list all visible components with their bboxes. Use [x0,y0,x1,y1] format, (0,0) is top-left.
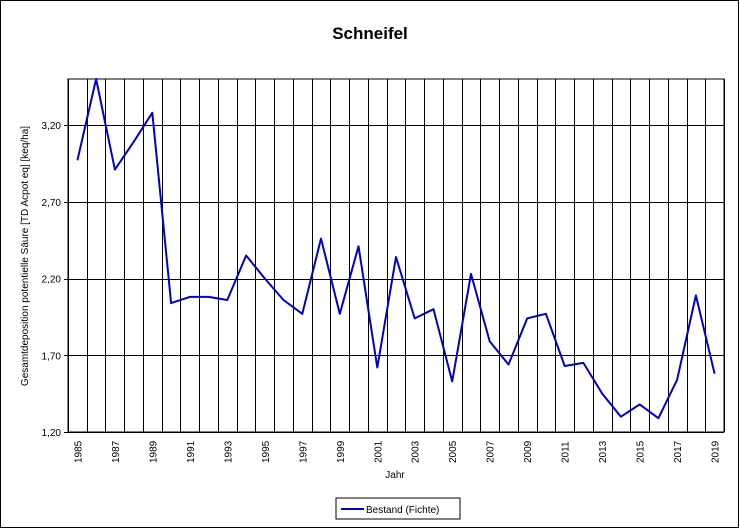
y-tick-label: 2,70 [42,198,62,209]
y-axis-ticks: 1,20 1,70 2,20 2,70 3,20 [42,121,68,439]
x-tick-label: 1995 [261,440,272,463]
y-axis-label: Gesamtdeposition potentielle Säure [TD A… [20,126,31,386]
y-tick-label: 3,20 [42,121,62,132]
x-tick-label: 1987 [111,440,122,463]
x-tick-label: 2013 [598,440,609,463]
chart-title: Schneifel [332,24,408,43]
x-tick-label: 2009 [523,440,534,463]
x-axis-ticks: 1985 1987 1989 1991 1993 1995 1997 1999 2001 2003… [73,440,721,463]
x-tick-label: 1999 [336,440,347,463]
x-tick-label: 2011 [561,441,572,463]
series-group [76,78,716,420]
x-tick-label: 2019 [711,440,722,463]
grid-lines [68,79,725,433]
x-tick-label: 2007 [486,440,497,463]
x-tick-label: 2001 [373,440,384,463]
x-axis-label: Jahr [385,470,405,481]
legend-box [335,497,461,520]
legend-label: Bestand (Fichte) [366,505,439,516]
x-tick-label: 1991 [186,440,197,463]
x-tick-label: 1993 [223,440,234,463]
x-tick-label: 1985 [73,440,84,463]
y-tick-label: 1,20 [42,428,62,439]
x-tick-label: 2017 [673,440,684,463]
plot-area [67,78,725,433]
series-line [76,78,716,420]
y-tick-label: 2,20 [42,275,62,286]
x-tick-label: 1997 [298,440,309,463]
x-tick-label: 1989 [148,440,159,463]
x-tick-label: 2015 [636,440,647,463]
x-tick-label: 2005 [448,440,459,463]
legend: Bestand (Fichte) [335,497,461,520]
y-tick-label: 1,70 [42,351,62,362]
x-tick-label: 2003 [411,440,422,463]
